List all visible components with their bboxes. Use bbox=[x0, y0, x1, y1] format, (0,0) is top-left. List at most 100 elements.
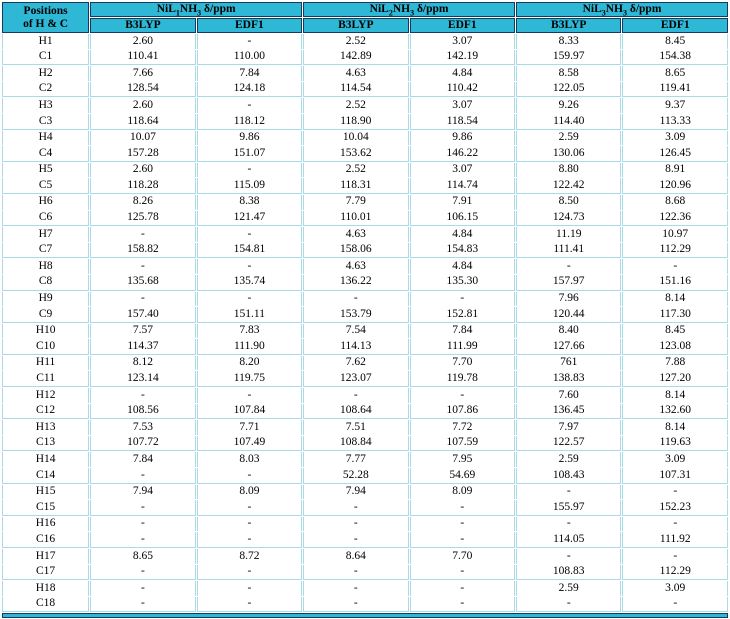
row-label: C6 bbox=[2, 210, 90, 227]
cell-value: 2.52 bbox=[303, 98, 409, 113]
cell-value: 111.92 bbox=[622, 532, 728, 548]
corner-line-2: of H & C bbox=[23, 17, 69, 30]
cell-value: 154.83 bbox=[409, 242, 516, 259]
cell-value: - bbox=[90, 581, 196, 596]
row-label: H15 bbox=[2, 484, 90, 500]
cell-value: 110.00 bbox=[196, 49, 303, 66]
cell-value: - bbox=[196, 98, 303, 113]
cell-value: 8.20 bbox=[196, 355, 303, 371]
subscript: 1 bbox=[175, 8, 180, 18]
table-row: H1 2.60-2.52 3.07 8.33 8.45 bbox=[2, 34, 728, 49]
cell-value: - bbox=[409, 564, 516, 581]
cell-value: 7.62 bbox=[303, 355, 409, 371]
cell-value: 8.14 bbox=[622, 291, 728, 307]
cell-value: 126.45 bbox=[622, 146, 728, 162]
row-label: C10 bbox=[2, 339, 90, 355]
cell-value: 110.41 bbox=[90, 49, 196, 66]
corner-cell-positions: Positions of H & C bbox=[2, 2, 90, 33]
cell-value: - bbox=[622, 259, 728, 274]
cell-value: 2.52 bbox=[303, 162, 409, 178]
cell-value: 118.90 bbox=[303, 113, 409, 130]
cell-value: 151.16 bbox=[622, 274, 728, 291]
cell-value: - bbox=[196, 162, 303, 178]
cell-value: 112.29 bbox=[622, 564, 728, 581]
cell-value: 3.09 bbox=[622, 452, 728, 468]
cell-value: 136.22 bbox=[303, 274, 409, 291]
cell-value: 153.79 bbox=[303, 307, 409, 323]
cell-value: 4.63 bbox=[303, 66, 409, 81]
group-label-text: NiL bbox=[582, 3, 602, 16]
cell-value: - bbox=[303, 291, 409, 307]
cell-value: - bbox=[90, 516, 196, 532]
cell-value: 157.40 bbox=[90, 307, 196, 323]
cell-value: 3.07 bbox=[409, 98, 516, 113]
cell-value: 153.62 bbox=[303, 146, 409, 162]
table-row: C15- - - -155.97 152.23 bbox=[2, 500, 728, 516]
table-row: H16- - - - - - bbox=[2, 516, 728, 532]
cell-value: 2.59 bbox=[516, 130, 622, 146]
table-row: C5 118.28 115.09 118.31 114.74 122.42 120.96 bbox=[2, 178, 728, 194]
row-label: C1 bbox=[2, 49, 90, 66]
cell-value: 111.90 bbox=[196, 339, 303, 355]
cell-value: - bbox=[90, 227, 196, 242]
subscript: 3 bbox=[197, 8, 202, 18]
cell-value: 122.57 bbox=[516, 435, 622, 452]
subscript: 2 bbox=[388, 8, 393, 18]
row-label: C8 bbox=[2, 274, 90, 291]
cell-value: 138.83 bbox=[516, 371, 622, 388]
table-row: C17- - - -108.83 112.29 bbox=[2, 564, 728, 581]
cell-value: 136.45 bbox=[516, 403, 622, 420]
cell-value: 124.18 bbox=[196, 81, 303, 98]
subscript: 3 bbox=[623, 8, 627, 18]
table-row: C14- -52.28 54.69 108.43 107.31 bbox=[2, 468, 728, 484]
subscript: 3 bbox=[410, 8, 415, 18]
cell-value: 127.66 bbox=[516, 339, 622, 355]
cell-value: 8.80 bbox=[516, 162, 622, 178]
cell-value: 119.63 bbox=[622, 435, 728, 452]
cell-value: 107.84 bbox=[196, 403, 303, 420]
cell-value: 8.65 bbox=[622, 66, 728, 81]
cell-value: - bbox=[90, 468, 196, 484]
table-row: H15 7.94 8.09 7.94 8.09- - bbox=[2, 484, 728, 500]
cell-value: 125.78 bbox=[90, 210, 196, 227]
row-label: H12 bbox=[2, 388, 90, 403]
cell-value: 120.44 bbox=[516, 307, 622, 323]
cell-value: 110.01 bbox=[303, 210, 409, 227]
method-header-edf1-2: EDF1 bbox=[409, 18, 516, 33]
cell-value: - bbox=[90, 596, 196, 613]
cell-value: 157.28 bbox=[90, 146, 196, 162]
row-label: C14 bbox=[2, 468, 90, 484]
cell-value: 7.57 bbox=[90, 323, 196, 339]
cell-value: - bbox=[303, 532, 409, 548]
cell-value: 159.97 bbox=[516, 49, 622, 66]
cell-value: 122.36 bbox=[622, 210, 728, 227]
corner-line-1: Positions bbox=[23, 4, 68, 17]
table-row: H14 7.84 8.03 7.77 7.95 2.59 3.09 bbox=[2, 452, 728, 468]
group-label-text: δ/ppm bbox=[201, 3, 236, 16]
cell-value: - bbox=[196, 532, 303, 548]
table-row: H2 7.66 7.84 4.63 4.84 8.58 8.65 bbox=[2, 66, 728, 81]
cell-value: 7.51 bbox=[303, 420, 409, 435]
row-label: H9 bbox=[2, 291, 90, 307]
cell-value: 8.09 bbox=[409, 484, 516, 500]
group-label-text: δ/ppm bbox=[627, 3, 662, 16]
cell-value: 114.74 bbox=[409, 178, 516, 194]
cell-value: 115.09 bbox=[196, 178, 303, 194]
cell-value: 118.64 bbox=[90, 113, 196, 130]
cell-value: 8.33 bbox=[516, 34, 622, 49]
cell-value: 7.72 bbox=[409, 420, 516, 435]
cell-value: 142.19 bbox=[409, 49, 516, 66]
row-label: H6 bbox=[2, 194, 90, 210]
row-label: C4 bbox=[2, 146, 90, 162]
cell-value: - bbox=[516, 484, 622, 500]
row-label: H1 bbox=[2, 34, 90, 49]
cell-value: 123.14 bbox=[90, 371, 196, 388]
cell-value: 113.33 bbox=[622, 113, 728, 130]
row-label: C2 bbox=[2, 81, 90, 98]
cell-value: 142.89 bbox=[303, 49, 409, 66]
row-label: H7 bbox=[2, 227, 90, 242]
cell-value: 7.70 bbox=[409, 549, 516, 564]
cell-value: 128.54 bbox=[90, 81, 196, 98]
cell-value: 7.77 bbox=[303, 452, 409, 468]
group-label-text: NH bbox=[392, 3, 411, 16]
